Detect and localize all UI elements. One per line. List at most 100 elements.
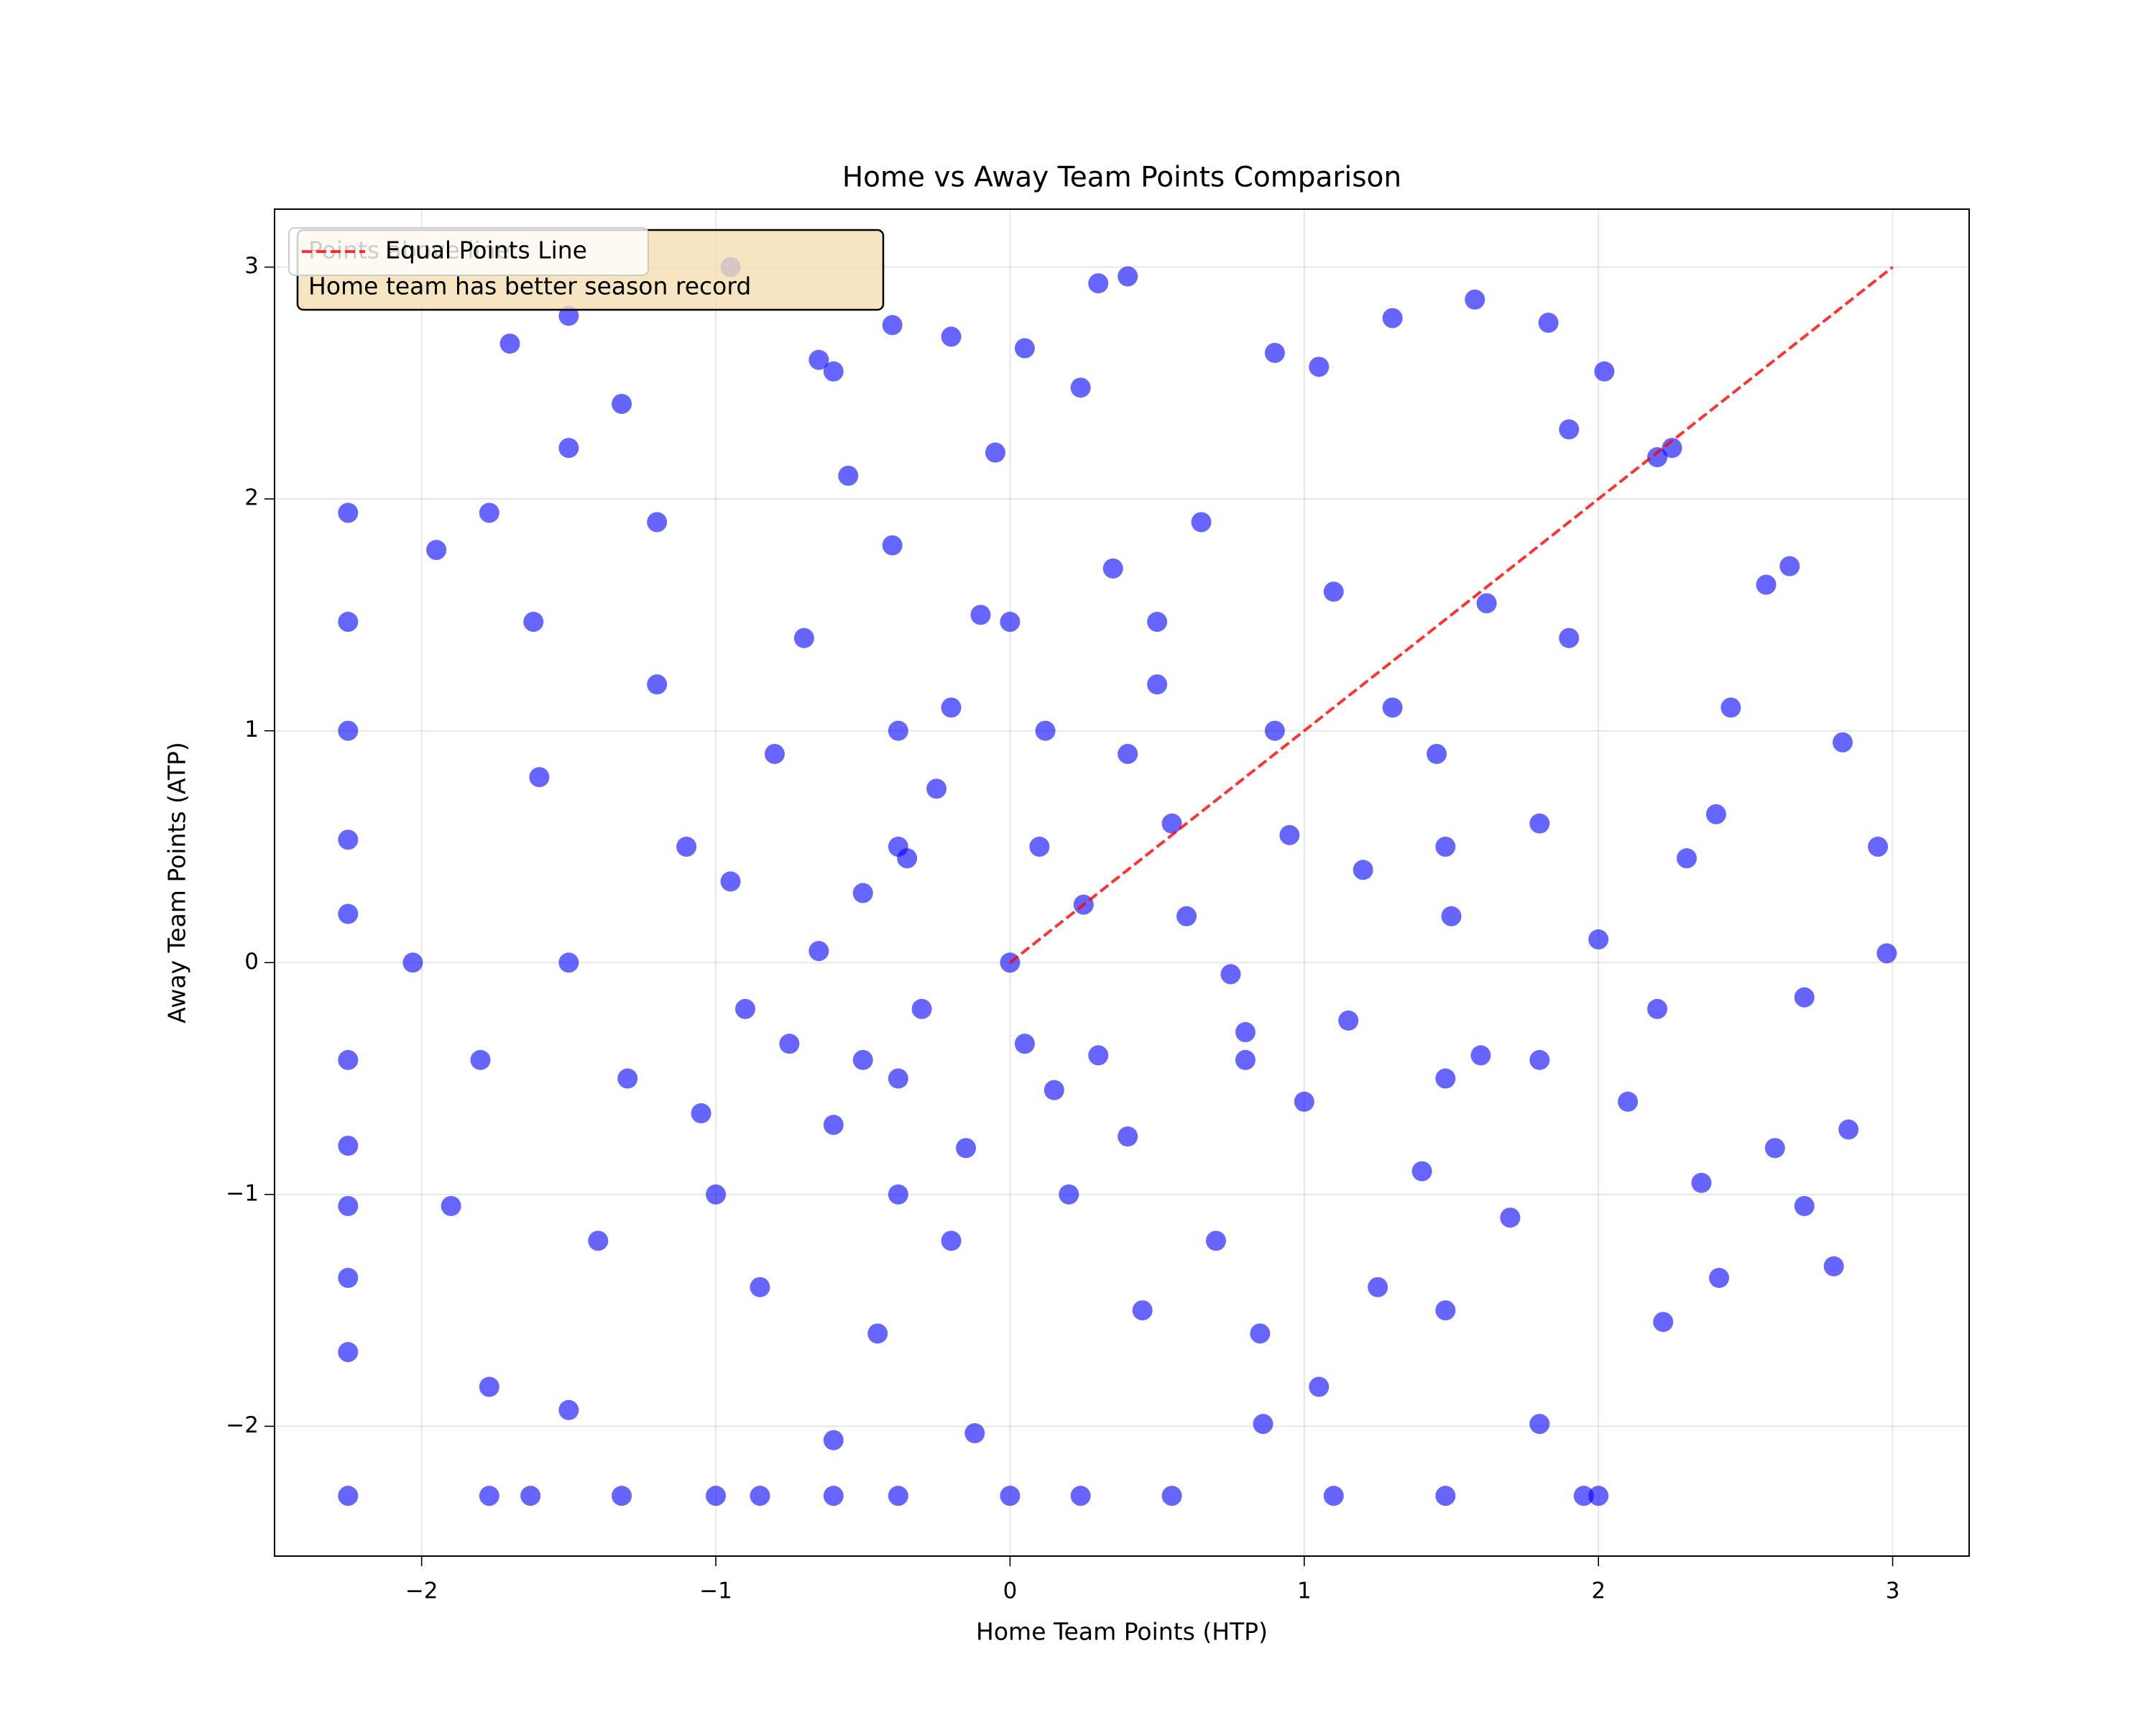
scatter-point (1235, 1049, 1256, 1070)
scatter-point (520, 1486, 541, 1506)
scatter-point (1000, 1486, 1021, 1506)
chart-title: Home vs Away Team Points Comparison (842, 162, 1401, 194)
scatter-point (1161, 813, 1182, 834)
scatter-point (1779, 556, 1800, 576)
scatter-point (1476, 593, 1497, 614)
scatter-point (852, 1049, 873, 1070)
scatter-point (1353, 860, 1373, 880)
scatter-point (647, 512, 668, 533)
scatter-point (1253, 1414, 1273, 1435)
scatter-point (1161, 1486, 1182, 1506)
scatter-point (941, 326, 962, 347)
scatter-point (706, 1486, 727, 1506)
scatter-point (338, 1486, 359, 1506)
scatter-point (1264, 342, 1285, 363)
scatter-point (1323, 581, 1344, 602)
scatter-point (882, 315, 903, 336)
scatter-point (867, 1323, 888, 1344)
scatter-point (1794, 1195, 1815, 1216)
scatter-point (1118, 266, 1138, 287)
scatter-point (1323, 1486, 1344, 1506)
scatter-point (1594, 361, 1615, 382)
scatter-point (1618, 1091, 1639, 1112)
scatter-point (1264, 720, 1285, 741)
scatter-point (558, 438, 579, 459)
scatter-point (691, 1103, 711, 1123)
scatter-point (964, 1423, 985, 1444)
scatter-point (1102, 558, 1123, 579)
y-tick-label: 1 (244, 717, 259, 742)
scatter-point (1014, 338, 1035, 359)
scatter-point (823, 1430, 844, 1450)
scatter-point (888, 1486, 908, 1506)
scatter-point (1088, 1045, 1109, 1066)
scatter-point (1500, 1208, 1521, 1228)
scatter-point (338, 1342, 359, 1363)
scatter-point (1435, 1486, 1456, 1506)
annotation-text: Home team has better season record (308, 272, 751, 300)
scatter-point (523, 612, 544, 632)
scatter-point (1465, 289, 1485, 310)
scatter-point (338, 612, 359, 632)
x-tick-label: 2 (1591, 1578, 1606, 1604)
scatter-point (735, 998, 755, 1019)
scatter-point (823, 1115, 844, 1136)
scatter-point (338, 720, 359, 741)
scatter-point (1435, 1300, 1456, 1321)
scatter-point (1470, 1045, 1491, 1066)
scatter-point (1709, 1267, 1730, 1288)
scatter-point (1662, 438, 1682, 459)
scatter-point (1044, 1080, 1064, 1100)
scatter-point (1235, 1022, 1256, 1043)
scatter-point (1309, 356, 1330, 377)
scatter-point (1435, 1068, 1456, 1089)
scatter-point (1250, 1323, 1271, 1344)
y-tick-label: 3 (244, 253, 259, 279)
scatter-point (338, 829, 359, 850)
scatter-point (1647, 447, 1668, 468)
scatter-point (1070, 377, 1091, 398)
scatter-point (470, 1049, 491, 1070)
scatter-point (1705, 804, 1726, 824)
scatter-point (558, 1399, 579, 1420)
scatter-point (823, 361, 844, 382)
scatter-point (706, 1184, 727, 1205)
scatter-point (1147, 674, 1168, 695)
scatter-point (1118, 743, 1138, 764)
scatter-point (441, 1195, 461, 1216)
scatter-point (1118, 1126, 1138, 1147)
scatter-point (888, 720, 908, 741)
scatter-point (1756, 574, 1777, 595)
scatter-point (1059, 1184, 1079, 1205)
scatter-point (529, 767, 550, 788)
scatter-point (1647, 998, 1668, 1019)
scatter-point (1720, 697, 1741, 718)
scatter-point (956, 1138, 977, 1159)
scatter-point (911, 998, 932, 1019)
scatter-point (1191, 512, 1212, 533)
scatter-point (338, 502, 359, 523)
scatter-point (1132, 1300, 1153, 1321)
scatter-point (479, 1376, 499, 1397)
scatter-point (338, 1195, 359, 1216)
y-tick-label: −2 (226, 1412, 259, 1438)
scatter-point (338, 1049, 359, 1070)
scatter-point (1653, 1312, 1674, 1333)
scatter-point (1838, 1119, 1859, 1140)
y-tick-label: 0 (244, 949, 259, 975)
scatter-point (479, 502, 499, 523)
scatter-point (888, 1184, 908, 1205)
scatter-point (1588, 929, 1609, 950)
scatter-point (558, 305, 579, 326)
scatter-point (779, 1034, 800, 1054)
y-axis-label: Away Team Points (ATP) (163, 742, 191, 1024)
scatter-point (499, 334, 520, 354)
scatter-point (985, 442, 1005, 463)
scatter-point (888, 837, 908, 857)
scatter-point (852, 883, 873, 903)
scatter-point (1823, 1256, 1844, 1276)
scatter-point (558, 952, 579, 973)
scatter-point (1382, 697, 1403, 718)
scatter-point (1691, 1172, 1712, 1193)
